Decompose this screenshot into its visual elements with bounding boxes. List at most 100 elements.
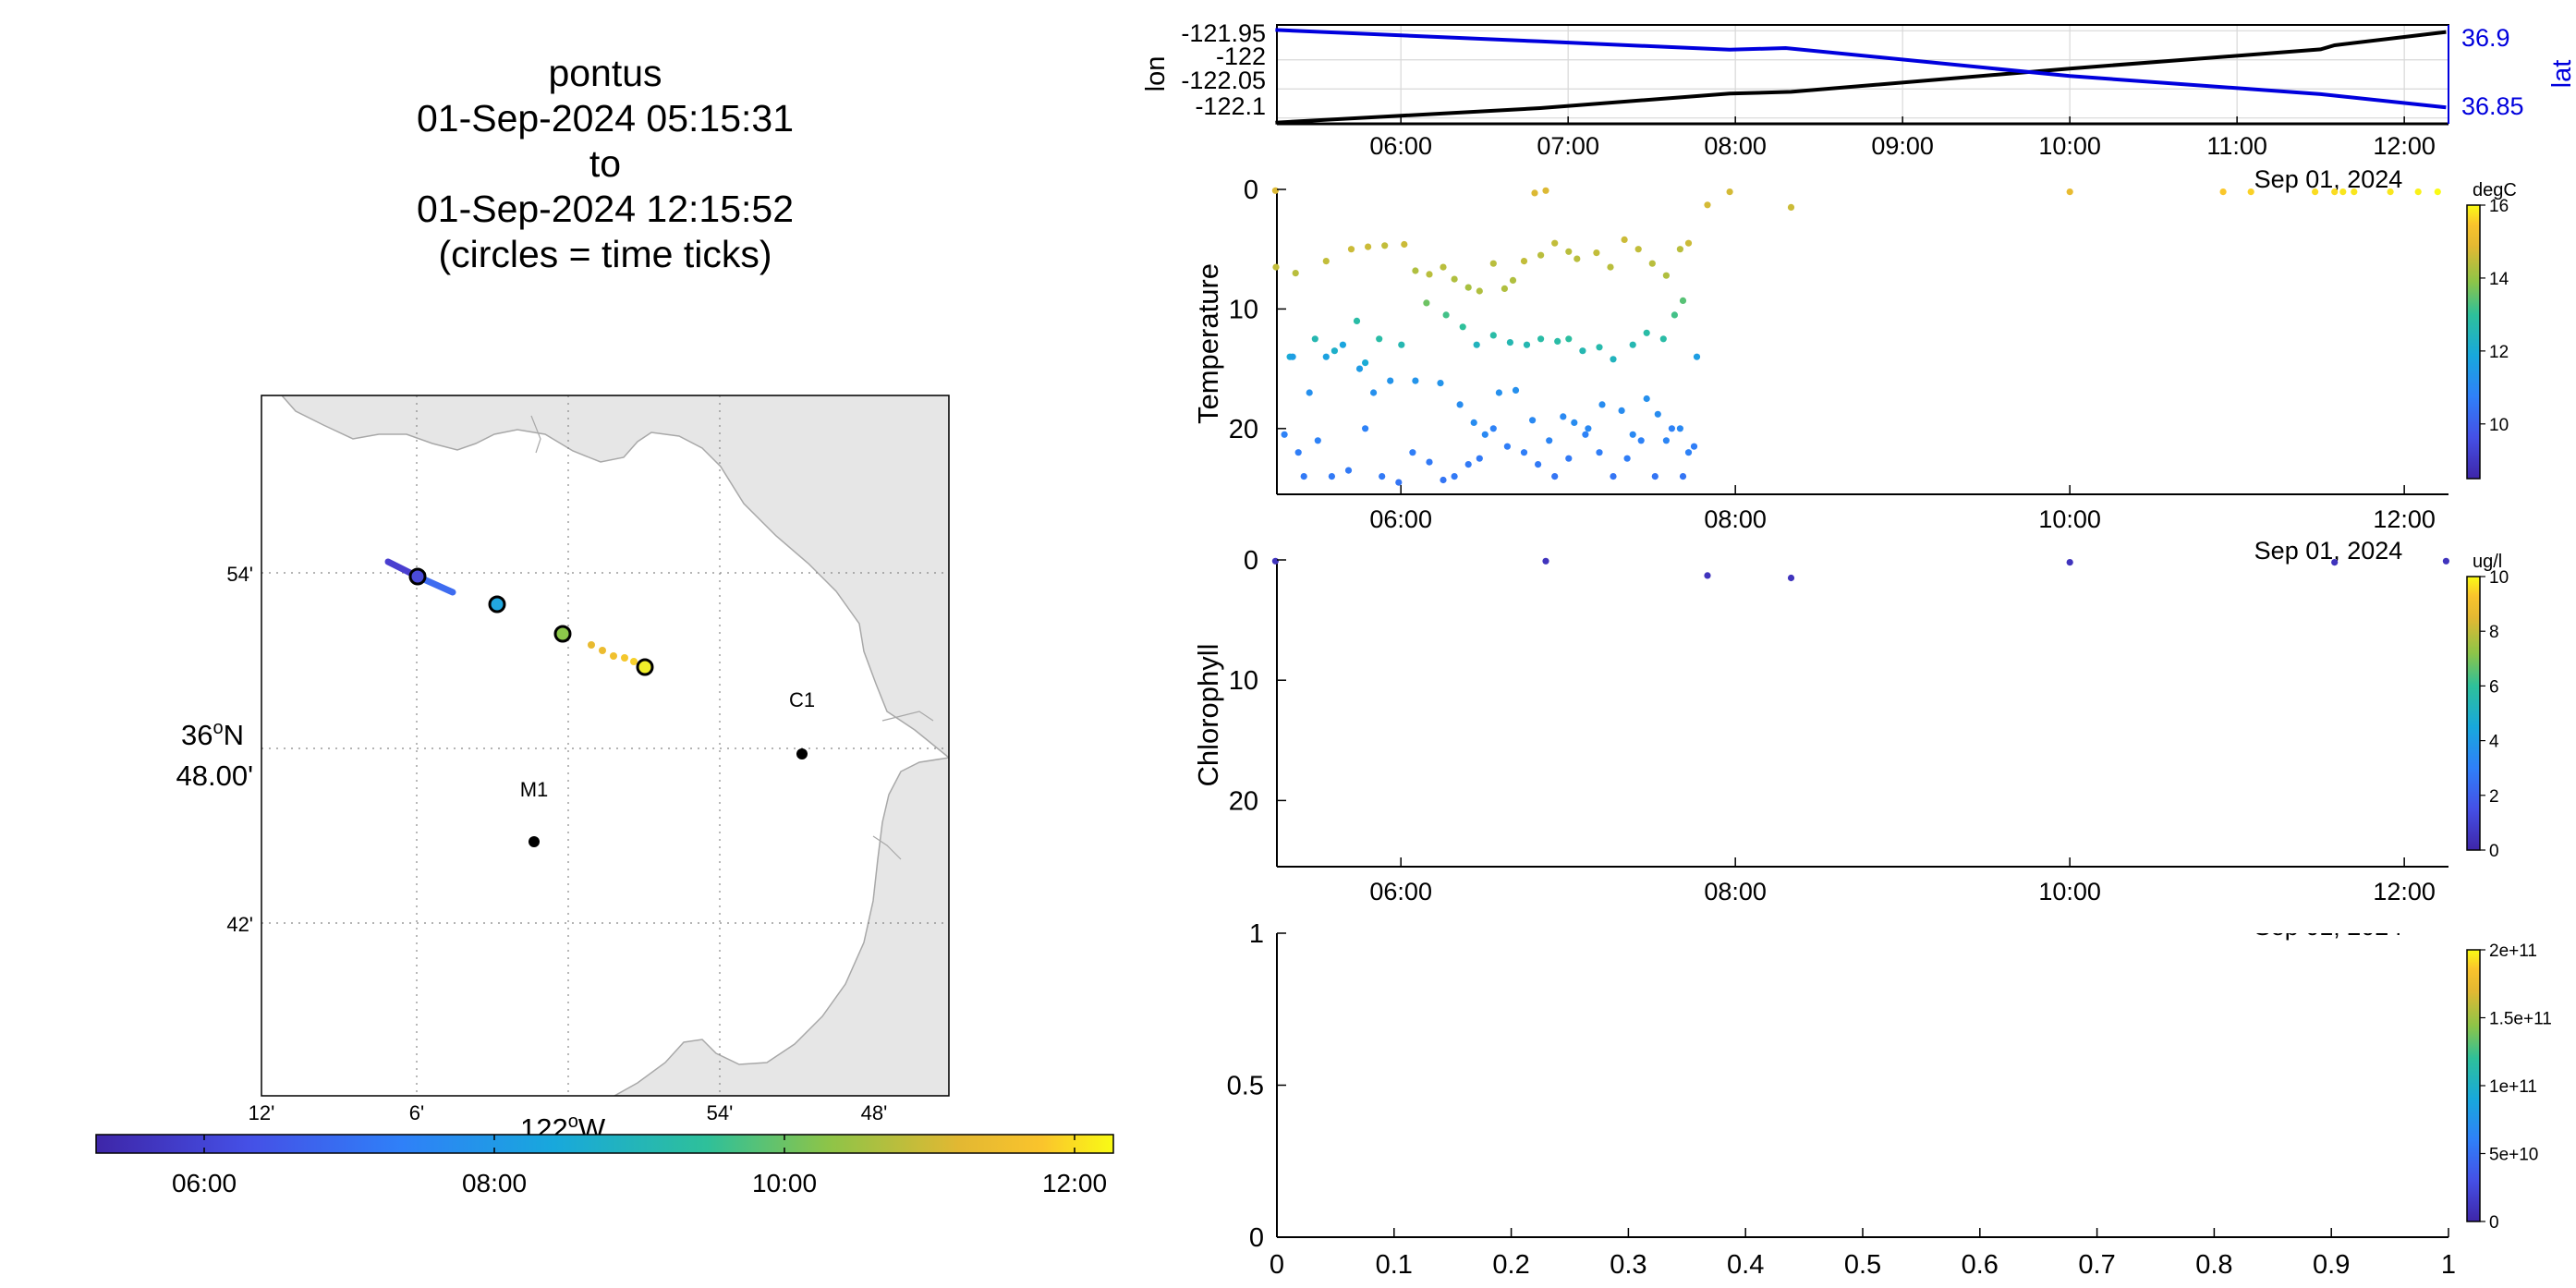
chlorophyll-colorbar xyxy=(2466,576,2481,851)
elkhorn-slough xyxy=(872,835,902,860)
lonlat-axes-box xyxy=(1276,24,2449,124)
temperature-point xyxy=(1311,335,1318,343)
colorbar-tick-label: 2e+11 xyxy=(2489,942,2537,961)
time-colorbar xyxy=(95,1134,1114,1154)
temperature-point xyxy=(2414,188,2422,196)
temperature-point xyxy=(1529,417,1537,424)
y-tick-label: 10 xyxy=(1229,295,1258,324)
lonlat-x-tick-label: 08:00 xyxy=(1704,132,1767,160)
colorbar-tick-label: 4 xyxy=(2489,733,2499,752)
temperature-point xyxy=(1398,341,1405,348)
chlorophyll-point xyxy=(2442,557,2449,565)
temperature-point xyxy=(1489,332,1497,339)
temperature-point xyxy=(1281,431,1288,438)
temperature-point xyxy=(1671,311,1678,319)
lon-tick-label: 48' xyxy=(861,1101,888,1124)
temperature-point xyxy=(1489,260,1497,267)
time-tick-marker xyxy=(408,567,427,586)
x-tick-label: 08:00 xyxy=(1704,878,1767,905)
temperature-point xyxy=(2219,188,2227,196)
chlorophyll-point xyxy=(2331,559,2339,566)
empty-x-ticks: 0 0.1 0.2 0.3 0.4 0.5 0.6 0.7 0.8 0.9 1 xyxy=(1270,1228,2456,1280)
temperature-point xyxy=(1643,395,1650,403)
temperature-point xyxy=(1476,455,1483,462)
y-tick-label: 0.5 xyxy=(1227,1072,1264,1101)
temperature-point xyxy=(1704,201,1711,209)
temperature-point xyxy=(1459,323,1466,331)
empty-y-ticks: 00.51 xyxy=(1227,919,1286,1253)
temperature-point xyxy=(1676,246,1683,253)
y-tick-label: 0 xyxy=(1244,546,1258,576)
lonlat-x-tick-label: 11:00 xyxy=(2206,132,2267,160)
temperature-point xyxy=(1629,341,1636,348)
temperature-point xyxy=(1618,407,1625,414)
temperature-date-label: Sep 01, 2024 xyxy=(2254,537,2403,565)
x-tick-label: 12:00 xyxy=(2373,505,2436,533)
x-tick-label: 0.8 xyxy=(2195,1250,2232,1280)
temperature-point xyxy=(1501,285,1508,292)
colorbar-tick-label: 1.5e+11 xyxy=(2489,1010,2552,1029)
temperature-point xyxy=(1331,347,1338,355)
temperature-point xyxy=(1322,258,1330,265)
series-line-lon xyxy=(1275,30,2447,125)
x-tick-label: 12:00 xyxy=(2373,878,2436,905)
temperature-point xyxy=(1585,425,1592,432)
temperature-point xyxy=(1451,472,1458,480)
x-tick-label: 1 xyxy=(2441,1250,2456,1280)
x-tick-label: 0.4 xyxy=(1727,1250,1764,1280)
x-tick-label: 0.6 xyxy=(1962,1250,1999,1280)
temperature-point xyxy=(1693,353,1701,360)
time-colorbar-label: 06:00 xyxy=(172,1169,237,1197)
title-line: 01-Sep-2024 05:15:31 xyxy=(416,97,795,140)
temperature-point xyxy=(1537,251,1545,259)
land-coastline xyxy=(261,395,949,759)
title-line: pontus xyxy=(548,52,662,94)
temperature-point xyxy=(1574,255,1581,262)
x-tick-label: 0.5 xyxy=(1844,1250,1881,1280)
temperature-point xyxy=(1537,335,1545,343)
y-tick-label: 0 xyxy=(1249,1223,1264,1253)
temperature-point xyxy=(1473,341,1480,348)
temperature-point xyxy=(1690,443,1698,450)
map-frame xyxy=(261,395,950,1097)
title-line: 01-Sep-2024 12:15:52 xyxy=(416,188,795,230)
x-tick-label: 0.1 xyxy=(1376,1250,1413,1280)
temperature-point xyxy=(1565,455,1573,462)
temperature-point xyxy=(1440,263,1447,271)
temperature-point xyxy=(1314,437,1321,444)
track-map: C1 M1 54' 42' 36oN 48.00' 12' 6' 54' 48'… xyxy=(95,395,1114,1197)
lon-tick-label: 12' xyxy=(249,1101,275,1124)
salinas-river xyxy=(881,711,934,722)
temperature-point xyxy=(1659,335,1667,343)
temperature-point xyxy=(1634,246,1642,253)
creek xyxy=(530,415,541,454)
temperature-point xyxy=(1596,449,1603,456)
colorbar-tick-label: 5e+10 xyxy=(2489,1146,2538,1165)
x-tick-label: 0 xyxy=(1270,1250,1284,1280)
y-tick-label: 20 xyxy=(1229,786,1258,816)
x-tick-label: 10:00 xyxy=(2038,505,2101,533)
chlorophyll-point xyxy=(1271,557,1279,565)
colorbar-tick-label: 0 xyxy=(2489,842,2499,861)
title-line: to xyxy=(589,142,622,185)
temperature-point xyxy=(1610,472,1617,480)
station-c1-label: C1 xyxy=(789,688,815,711)
station-m1-label: M1 xyxy=(520,778,549,801)
time-tick-marker xyxy=(553,625,572,643)
lonlat-x-tick-label: 06:00 xyxy=(1369,132,1432,160)
time-tick-marker xyxy=(488,595,506,614)
lon-tick: -122 xyxy=(1216,43,1266,70)
temperature-point xyxy=(1546,437,1553,444)
temperature-point xyxy=(1423,299,1430,307)
lon-tick: -122.05 xyxy=(1181,67,1266,94)
temperature-point xyxy=(1376,335,1383,343)
temperature-point xyxy=(2312,188,2319,196)
lon-tick-label: 54' xyxy=(707,1101,734,1124)
empty-colorbar xyxy=(2466,949,2481,1222)
lon-tick: -122.1 xyxy=(1195,92,1266,120)
temperature-point xyxy=(1292,270,1299,277)
temperature-point xyxy=(1442,311,1450,319)
chlorophyll-x-ticks: 06:00 08:00 10:00 12:00 xyxy=(1369,857,2436,905)
lonlat-x-tick-label: 07:00 xyxy=(1537,132,1599,160)
